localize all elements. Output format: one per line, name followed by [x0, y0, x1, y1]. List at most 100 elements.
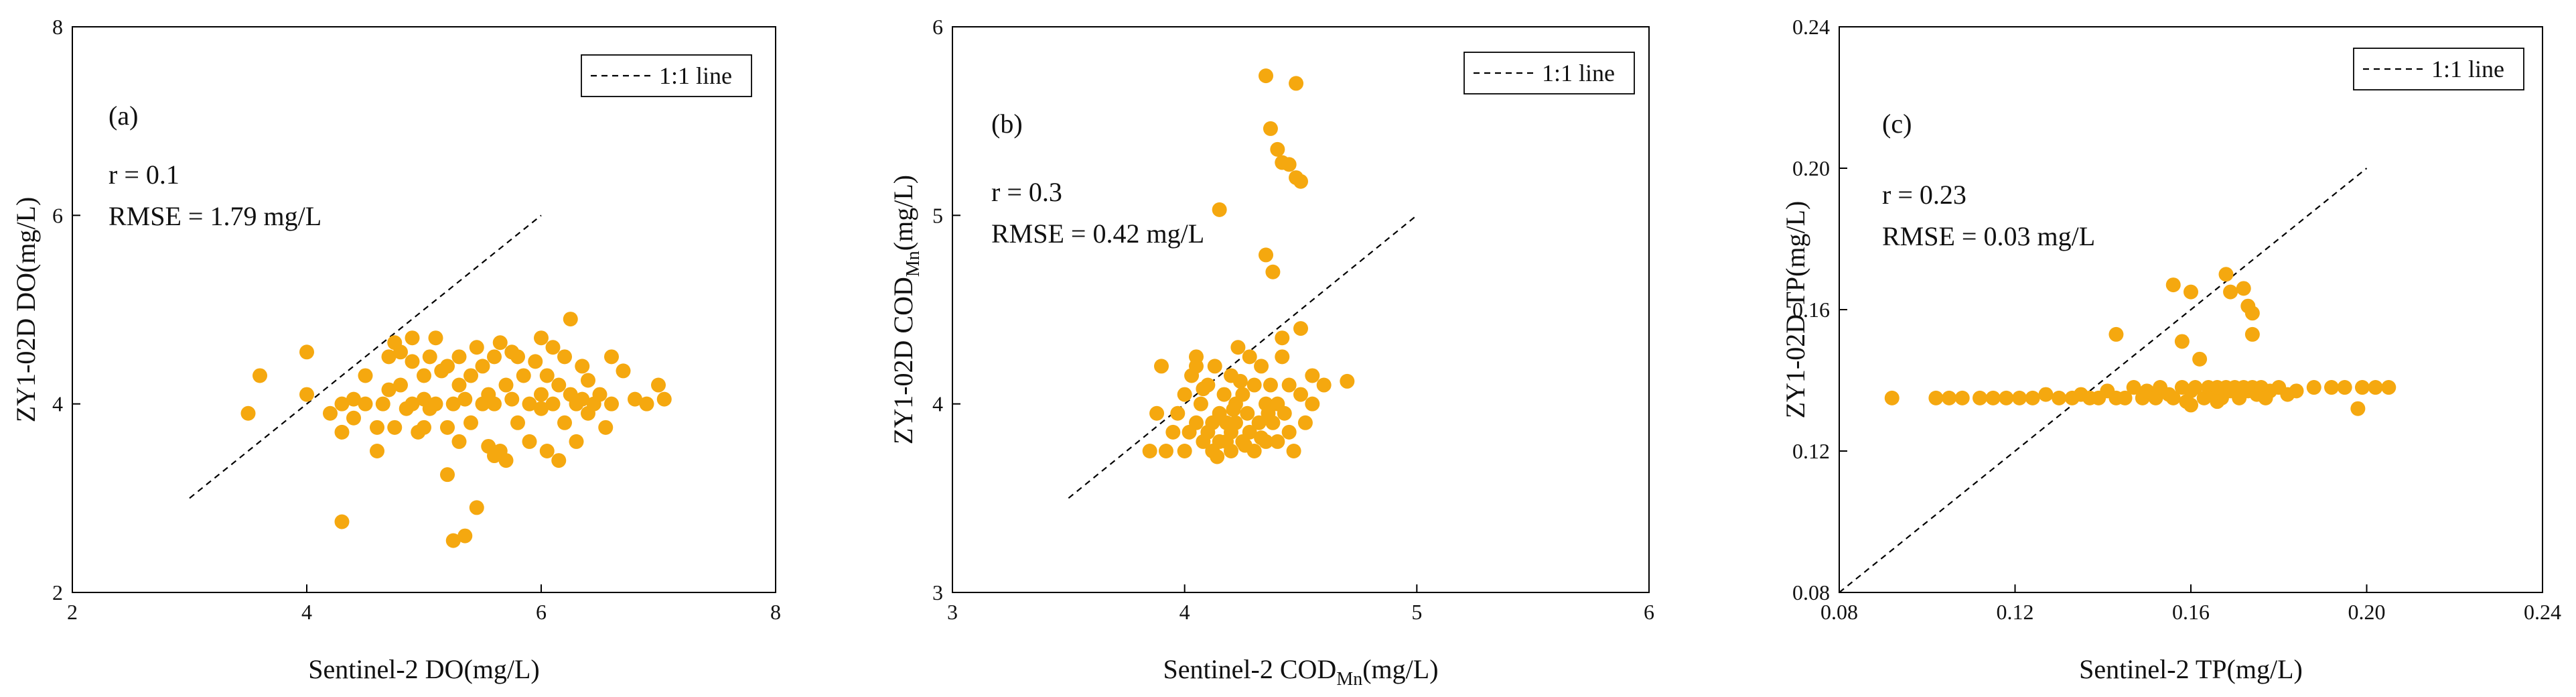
- panel-1-data-point: [598, 420, 614, 435]
- panel-2-data-point: [1177, 444, 1192, 458]
- panel-1-data-point: [504, 344, 520, 360]
- panel-1-x-tick-label: 6: [536, 600, 547, 624]
- panel-1-data-point: [487, 349, 502, 365]
- panel-3-data-point: [2052, 390, 2067, 405]
- panel-1-data-point: [299, 344, 314, 360]
- panel-2-label: (b): [991, 109, 1023, 139]
- panel-1-data-point: [428, 396, 443, 411]
- panel-3-data-point: [2210, 394, 2225, 409]
- panel-1-data-point: [528, 354, 543, 369]
- panel-2-data-point: [1189, 359, 1204, 374]
- panel-1-data-point: [551, 377, 567, 393]
- panel-1-data-point: [516, 368, 531, 383]
- panel-2-legend: 1:1 line: [1463, 52, 1635, 94]
- panel-3-x-tick-label: 0.16: [2172, 600, 2210, 624]
- panel-1-data-point: [451, 377, 467, 393]
- panel-1-data-point: [557, 349, 572, 365]
- panel-1-data-point: [375, 396, 390, 411]
- panel-3-data-point: [2289, 383, 2304, 399]
- panel-2-y-tick-label: 4: [932, 392, 943, 416]
- panel-1-data-point: [253, 368, 267, 383]
- panel-3-one-to-one-line: [1839, 168, 2368, 593]
- panel-1-data-point: [581, 373, 595, 388]
- panel-3-legend-box: [2353, 48, 2524, 90]
- panel-1-data-point: [451, 349, 467, 365]
- panel-2-x-tick-label: 3: [947, 600, 958, 624]
- panel-2-data-point: [1246, 377, 1262, 393]
- panel-1-data-point: [457, 391, 473, 407]
- panel-1: 2 4 6 8 2 4 6 8 1:1 line (a) r = 0.1 RMSE = 1.79 mg…: [11, 15, 781, 684]
- panel-3-data-point: [1954, 390, 1970, 405]
- panel-2-data-point: [1154, 359, 1169, 374]
- panel-3-y-tick-label: 0.08: [1792, 580, 1830, 605]
- panel-2-data-point: [1251, 415, 1267, 430]
- panel-2-r-value: r = 0.3: [991, 177, 1062, 207]
- panel-2-data-point: [1216, 387, 1232, 402]
- panel-2-data-point: [1193, 396, 1208, 411]
- panel-1-data-point: [545, 396, 561, 411]
- panel-2-data-point: [1142, 444, 1157, 458]
- panel-1-data-point: [393, 377, 408, 393]
- panel-1-rmse-value: RMSE = 1.79 mg/L: [109, 201, 321, 231]
- panel-1-data-point: [381, 349, 397, 365]
- panel-2-data-point: [1261, 405, 1276, 421]
- panel-3-data-point: [2184, 397, 2198, 413]
- panel-2-data-point: [1293, 387, 1308, 402]
- panel-3-legend-label: 1:1 line: [2431, 56, 2504, 82]
- panel-1-x-tick-label: 8: [770, 600, 781, 624]
- panel-2-x-tick-label: 6: [1644, 600, 1654, 624]
- panel-3-data-point: [2184, 284, 2198, 300]
- panel-2-legend-box: [1463, 52, 1635, 94]
- panel-2-data-point: [1305, 396, 1320, 411]
- panel-1-data-point: [575, 359, 590, 374]
- panel-1-data-point: [504, 391, 520, 407]
- panel-2-rmse-value: RMSE = 0.42 mg/L: [991, 218, 1204, 249]
- panel-3-r-value: r = 0.23: [1882, 180, 1966, 210]
- panel-3-data-point: [2244, 326, 2260, 342]
- panel-1-legend-box: [581, 54, 752, 97]
- panel-2-legend-label: 1:1 line: [1542, 60, 1615, 86]
- panel-3-y-tick-label: 0.20: [1792, 156, 1830, 180]
- panel-3-data-point: [2165, 390, 2181, 405]
- panel-1-data-point: [539, 368, 555, 383]
- panel-2-data-point: [1196, 381, 1211, 397]
- panel-3-y-axis-title: ZY1-02D TP(mg/L): [1780, 201, 1810, 419]
- panel-3-x-tick-label: 0.24: [2524, 600, 2561, 624]
- panel-3-data-point: [2188, 380, 2203, 395]
- panel-2-data-point: [1254, 430, 1269, 446]
- panel-1-data-point: [358, 396, 373, 411]
- panel-1-data-point: [463, 415, 478, 430]
- panel-1-data-point: [510, 415, 525, 430]
- panel-1-data-point: [551, 453, 567, 468]
- panel-3-legend: 1:1 line: [2353, 48, 2524, 90]
- panel-3-data-point: [2165, 277, 2181, 293]
- panel-1-x-tick-label: 4: [301, 600, 312, 624]
- panel-1-data-point: [451, 434, 467, 449]
- panel-1-data-point: [440, 359, 455, 374]
- panel-2-data-point: [1263, 377, 1278, 393]
- panel-2-data-point: [1286, 444, 1301, 458]
- panel-2-data-point: [1263, 121, 1278, 136]
- panel-1-data-point: [445, 533, 461, 548]
- panel-1-data-point: [469, 500, 484, 515]
- panel-1-data-point: [616, 363, 631, 379]
- panel-3-data-point: [2117, 390, 2133, 405]
- panel-1-data-point: [240, 405, 256, 421]
- panel-2-data-point: [1281, 377, 1297, 393]
- panel-1-data-point: [440, 420, 455, 435]
- panel-1-data-point: [417, 368, 431, 383]
- panel-3-data-point: [2306, 380, 2321, 395]
- panel-2-x-axis-title: Sentinel-2 CODMn(mg/L): [1163, 654, 1438, 690]
- panel-2-data-point: [1277, 405, 1292, 421]
- panel-1-data-point: [457, 528, 473, 544]
- panel-3-data-point: [1985, 390, 2001, 405]
- panel-2-data-point: [1305, 368, 1320, 383]
- panel-1-data-point: [628, 391, 642, 407]
- panel-1-data-point: [487, 396, 502, 411]
- panel-1-data-point: [498, 377, 514, 393]
- panel-1-data-point: [381, 382, 397, 397]
- panel-1-data-point: [498, 453, 514, 468]
- panel-3-data-point: [2324, 380, 2339, 395]
- panel-1-data-point: [428, 330, 443, 346]
